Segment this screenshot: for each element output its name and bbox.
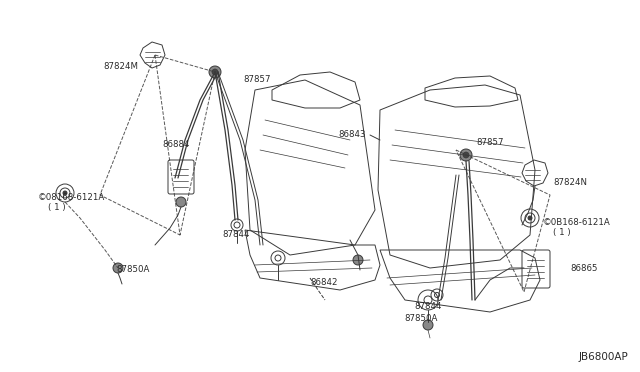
Circle shape — [353, 255, 363, 265]
Circle shape — [423, 320, 433, 330]
Text: 86842: 86842 — [310, 278, 337, 287]
Text: 87850A: 87850A — [404, 314, 437, 323]
Text: 87824N: 87824N — [553, 178, 587, 187]
Circle shape — [528, 216, 532, 220]
Text: 87850A: 87850A — [116, 265, 149, 274]
Circle shape — [463, 152, 469, 158]
Text: ( 1 ): ( 1 ) — [553, 228, 571, 237]
Text: 87824M: 87824M — [103, 62, 138, 71]
Text: 86865: 86865 — [570, 264, 598, 273]
Circle shape — [209, 66, 221, 78]
Text: 86843: 86843 — [338, 130, 365, 139]
Text: JB6800AP: JB6800AP — [579, 352, 628, 362]
Text: ( 1 ): ( 1 ) — [48, 203, 66, 212]
Circle shape — [212, 69, 218, 75]
Text: 87857: 87857 — [243, 75, 271, 84]
Text: 86884: 86884 — [162, 140, 189, 149]
Circle shape — [113, 263, 123, 273]
Text: 87844: 87844 — [414, 302, 442, 311]
Text: ©08168-6121A: ©08168-6121A — [38, 193, 105, 202]
Circle shape — [176, 197, 186, 207]
Circle shape — [460, 149, 472, 161]
Text: ©0B168-6121A: ©0B168-6121A — [543, 218, 611, 227]
Text: 87857: 87857 — [476, 138, 504, 147]
Text: 87844: 87844 — [222, 230, 250, 239]
Circle shape — [63, 191, 67, 195]
